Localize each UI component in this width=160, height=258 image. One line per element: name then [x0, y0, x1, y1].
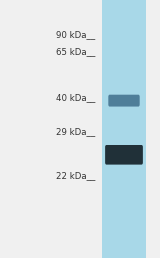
FancyBboxPatch shape: [108, 95, 140, 107]
Text: 65 kDa__: 65 kDa__: [56, 47, 95, 56]
Bar: [102, 0, 146, 258]
Text: 40 kDa__: 40 kDa__: [56, 94, 95, 102]
Text: 22 kDa__: 22 kDa__: [56, 171, 95, 180]
Text: 29 kDa__: 29 kDa__: [56, 127, 95, 136]
FancyBboxPatch shape: [105, 145, 143, 165]
Text: 90 kDa__: 90 kDa__: [56, 30, 95, 39]
